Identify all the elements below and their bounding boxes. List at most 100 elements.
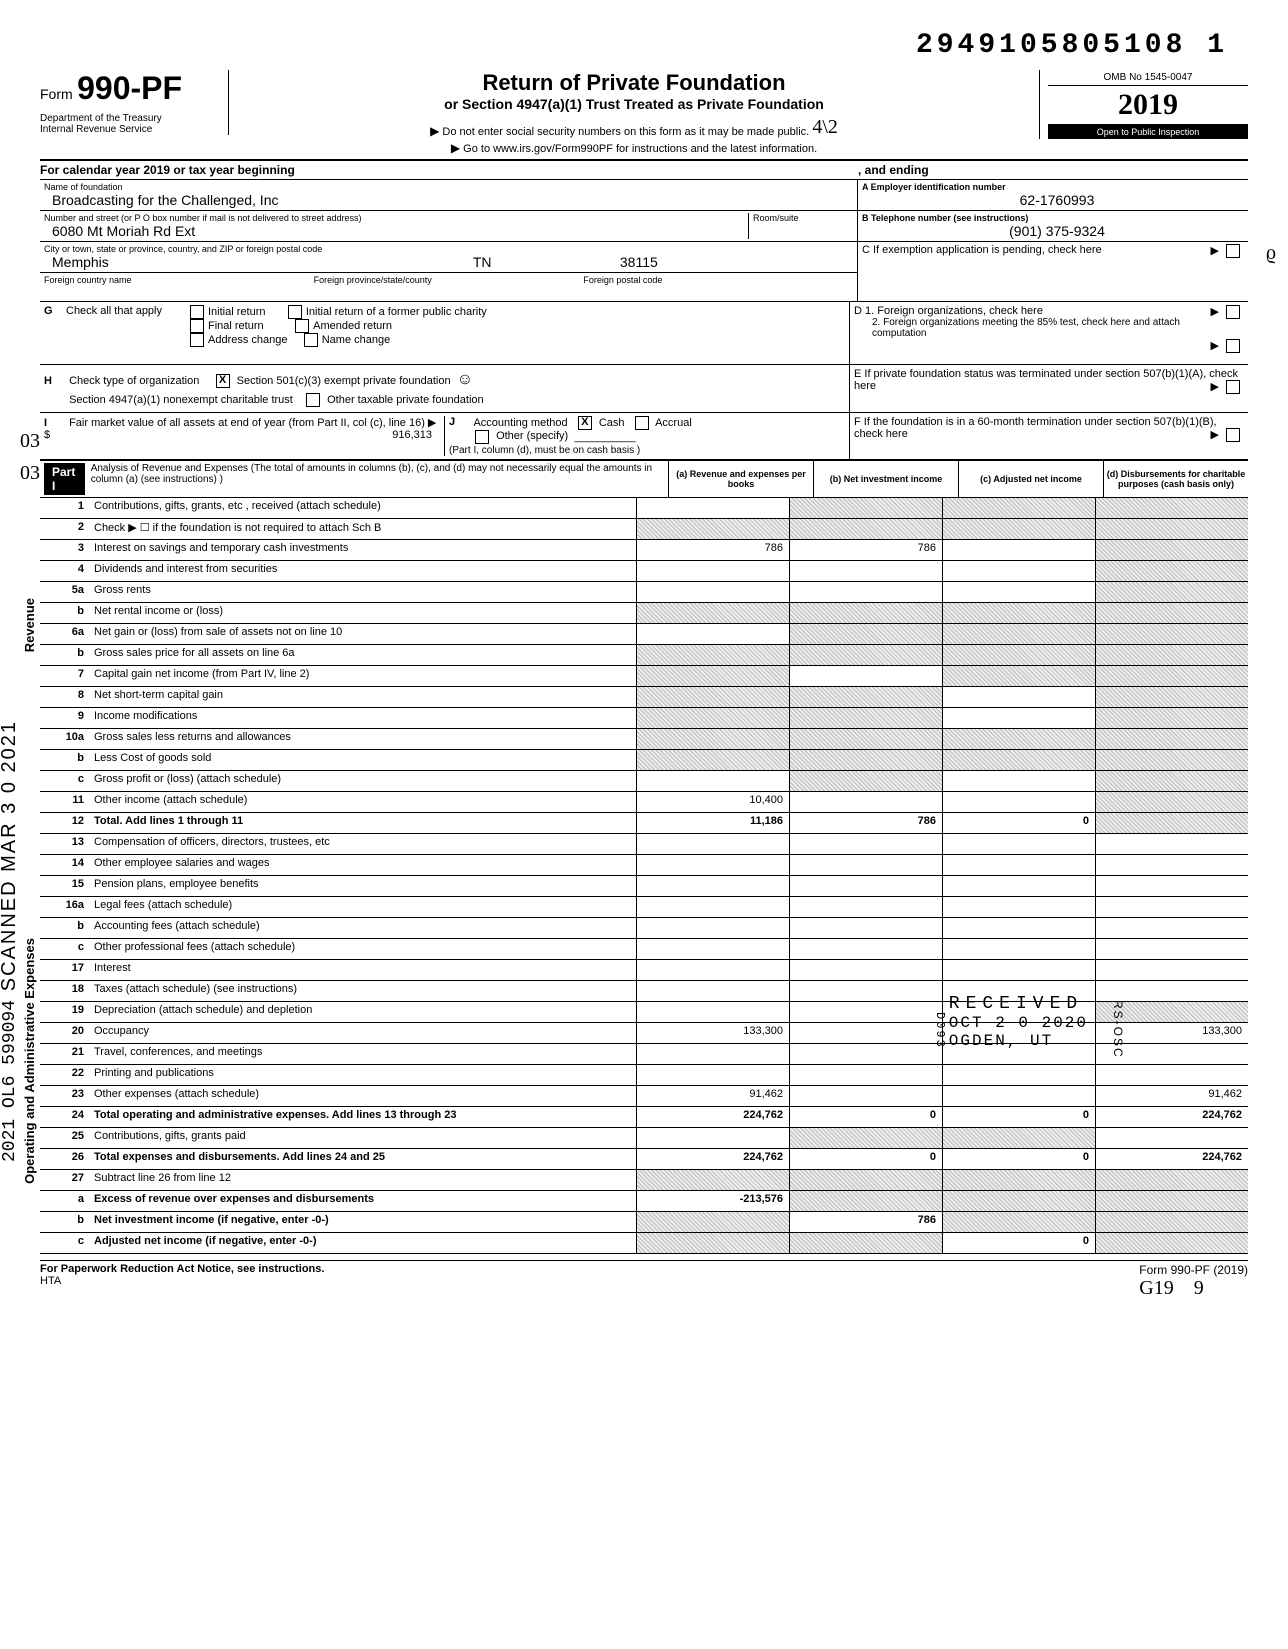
j-cash[interactable]: X — [578, 416, 592, 430]
and-ending: , and ending — [858, 163, 929, 177]
h-label: Check type of organization — [69, 375, 199, 387]
row-num: 2 — [40, 519, 90, 539]
rs-osc: RS-OSC — [1111, 1000, 1125, 1059]
addr: 6080 Mt Moriah Rd Ext — [44, 223, 195, 239]
g-final[interactable] — [190, 319, 204, 333]
cell-c — [942, 1044, 1095, 1064]
j-note: (Part I, column (d), must be on cash bas… — [449, 445, 640, 456]
cell-a: 224,762 — [636, 1107, 789, 1127]
j-accrual[interactable] — [635, 416, 649, 430]
table-row: 19Depreciation (attach schedule) and dep… — [40, 1002, 1248, 1023]
j-lead: J — [449, 416, 471, 428]
cell-a — [636, 1044, 789, 1064]
row-label: Net rental income or (loss) — [90, 603, 636, 623]
cell-c: 0 — [942, 1233, 1095, 1253]
row-label: Contributions, gifts, grants, etc , rece… — [90, 498, 636, 518]
cell-d — [1095, 855, 1248, 875]
omb: OMB No 1545-0047 — [1048, 70, 1248, 86]
filed-text: 2021 OL6 599094 — [0, 1000, 20, 1162]
dept: Department of the Treasury Internal Reve… — [40, 113, 220, 135]
cell-b: 786 — [789, 813, 942, 833]
f-check[interactable] — [1226, 428, 1240, 442]
row-num: 12 — [40, 813, 90, 833]
d1-check[interactable] — [1226, 305, 1240, 319]
j-other[interactable] — [475, 430, 489, 444]
g-namechg[interactable] — [304, 333, 318, 347]
cell-d — [1095, 1170, 1248, 1190]
c-check[interactable] — [1226, 244, 1240, 258]
table-row: 27Subtract line 26 from line 12 — [40, 1170, 1248, 1191]
e-check[interactable] — [1226, 380, 1240, 394]
cell-a — [636, 561, 789, 581]
cell-b — [789, 834, 942, 854]
hand-03-1: 03 — [20, 430, 40, 453]
cell-c — [942, 519, 1095, 539]
cell-d — [1095, 561, 1248, 581]
foundation-name: Broadcasting for the Challenged, Inc — [44, 192, 278, 208]
row-num: 11 — [40, 792, 90, 812]
cell-d — [1095, 519, 1248, 539]
instr2: Go to www.irs.gov/Form990PF for instruct… — [463, 143, 817, 155]
cell-d — [1095, 729, 1248, 749]
row-label: Dividends and interest from securities — [90, 561, 636, 581]
cell-a: 786 — [636, 540, 789, 560]
cell-d — [1095, 1065, 1248, 1085]
cell-b — [789, 645, 942, 665]
footer-right: Form 990-PF (2019) — [1139, 1263, 1248, 1277]
cell-a — [636, 855, 789, 875]
table-row: 11Other income (attach schedule)10,400 — [40, 792, 1248, 813]
row-label: Accounting fees (attach schedule) — [90, 918, 636, 938]
row-num: b — [40, 918, 90, 938]
row-label: Interest — [90, 960, 636, 980]
g-initial[interactable] — [190, 305, 204, 319]
cell-a — [636, 624, 789, 644]
cell-b — [789, 1191, 942, 1211]
row-label: Less Cost of goods sold — [90, 750, 636, 770]
row-label: Depreciation (attach schedule) and deple… — [90, 1002, 636, 1022]
cell-d — [1095, 834, 1248, 854]
cell-a — [636, 918, 789, 938]
d2-check[interactable] — [1226, 339, 1240, 353]
cell-b — [789, 771, 942, 791]
cell-a — [636, 1002, 789, 1022]
cell-c — [942, 1128, 1095, 1148]
form-box: Form 990-PF Department of the Treasury I… — [40, 70, 229, 135]
g-addrchg[interactable] — [190, 333, 204, 347]
cell-a — [636, 603, 789, 623]
city: Memphis — [44, 254, 109, 270]
row-num: 10a — [40, 729, 90, 749]
g-label: Check all that apply — [66, 305, 186, 317]
g-amended[interactable] — [295, 319, 309, 333]
cell-b — [789, 498, 942, 518]
row-label: Check ▶ ☐ if the foundation is not requi… — [90, 519, 636, 539]
table-row: cGross profit or (loss) (attach schedule… — [40, 771, 1248, 792]
g-former[interactable] — [288, 305, 302, 319]
row-label: Pension plans, employee benefits — [90, 876, 636, 896]
h-other[interactable] — [306, 393, 320, 407]
cell-d: 91,462 — [1095, 1086, 1248, 1106]
table-row: 23Other expenses (attach schedule)91,462… — [40, 1086, 1248, 1107]
table-row: 16aLegal fees (attach schedule) — [40, 897, 1248, 918]
h-501c3[interactable]: X — [216, 374, 230, 388]
dln: 2949105805108 1 — [916, 30, 1228, 61]
row-label: Occupancy — [90, 1023, 636, 1043]
g-opt-0: Initial return — [208, 306, 265, 318]
cell-a: 11,186 — [636, 813, 789, 833]
zip: 38115 — [612, 254, 658, 270]
cell-c — [942, 1023, 1095, 1043]
row-num: b — [40, 603, 90, 623]
cell-b — [789, 918, 942, 938]
cell-c — [942, 918, 1095, 938]
row-label: Printing and publications — [90, 1065, 636, 1085]
g-opt-2: Final return — [208, 320, 264, 332]
footer-hta: HTA — [40, 1275, 61, 1287]
cell-a — [636, 876, 789, 896]
table-row: aExcess of revenue over expenses and dis… — [40, 1191, 1248, 1212]
cell-c — [942, 1002, 1095, 1022]
row-label: Total operating and administrative expen… — [90, 1107, 636, 1127]
hand-lp: ϱ — [1266, 242, 1276, 265]
table-row: 25Contributions, gifts, grants paid — [40, 1128, 1248, 1149]
cell-d — [1095, 960, 1248, 980]
table-row: 1Contributions, gifts, grants, etc , rec… — [40, 498, 1248, 519]
table-row: bLess Cost of goods sold — [40, 750, 1248, 771]
